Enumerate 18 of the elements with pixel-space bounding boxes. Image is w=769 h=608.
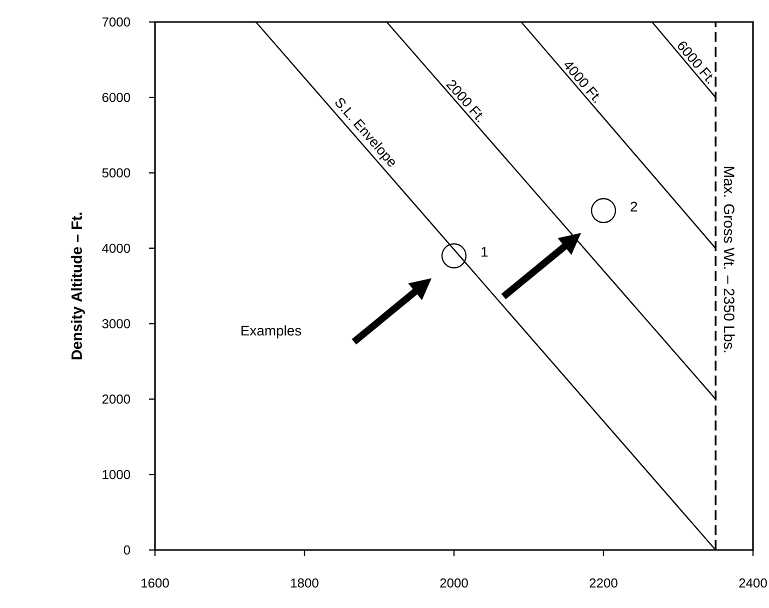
- y-tick-label: 6000: [102, 92, 130, 102]
- y-tick-label: 0: [124, 545, 130, 555]
- x-tick-label: 2000: [440, 578, 468, 588]
- x-tick-label: 2400: [739, 578, 767, 588]
- y-tick-label: 2000: [102, 394, 130, 404]
- x-tick-label: 1600: [142, 578, 169, 588]
- y-tick-label: 4000: [102, 244, 130, 253]
- annotation: 2: [630, 202, 638, 212]
- x-tick-label: 1800: [291, 578, 318, 588]
- y-tick-label: 3000: [102, 319, 130, 328]
- y-axis-title: Density Altitude – Ft.: [71, 212, 85, 360]
- y-tick-label: 1000: [102, 470, 130, 480]
- y-tick-label: 5000: [102, 168, 130, 178]
- annotation: Examples: [242, 325, 302, 338]
- annotation: 1: [482, 247, 488, 257]
- x-tick-label: 2200: [590, 578, 618, 588]
- y-tick-label: 7000: [102, 17, 130, 27]
- ref-line-label: Max. Gross Wt. – 2350 Lbs.: [724, 166, 735, 352]
